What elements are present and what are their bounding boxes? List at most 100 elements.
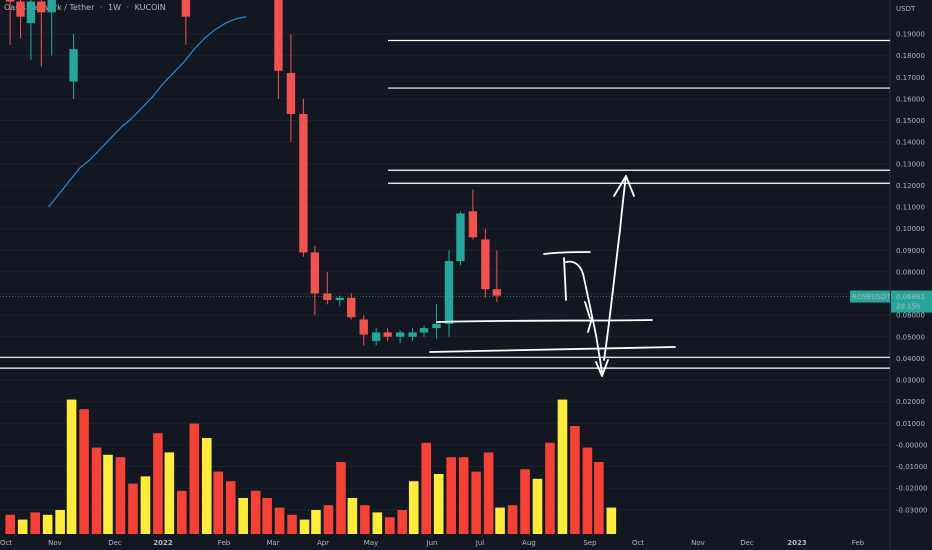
volume-bar	[274, 507, 285, 534]
time-tick-label: Sep	[583, 539, 597, 547]
candle-up	[69, 34, 78, 99]
volume-bar	[299, 519, 310, 534]
candle-down	[5, 0, 15, 45]
time-tick-label: Jul	[475, 539, 485, 547]
price-tick-label: 0.11000	[896, 204, 925, 212]
candle-up	[395, 330, 405, 344]
price-tick-label: 0.10000	[896, 225, 925, 233]
volume-bar	[483, 452, 494, 534]
price-tick-label: 0.18000	[896, 52, 925, 60]
drawing-stroke[interactable]	[584, 301, 593, 333]
price-tick-label: 0.13000	[896, 160, 925, 168]
candle-down	[274, 0, 283, 99]
candle-up	[444, 250, 454, 337]
volume-bar	[408, 481, 419, 534]
time-tick-label: 2022	[153, 539, 173, 547]
volume-bar	[140, 476, 151, 534]
volume-bar	[238, 498, 248, 534]
volume-bar	[225, 481, 236, 534]
candle-down	[37, 0, 46, 67]
candle-up	[456, 211, 465, 266]
ticker-badge	[850, 290, 890, 303]
volume-bar	[385, 517, 395, 534]
volume-bar	[433, 474, 444, 534]
volume-bar	[545, 442, 555, 534]
price-tick-label: 0.09000	[896, 247, 925, 255]
candle-body	[383, 332, 392, 337]
volume-bar	[594, 462, 604, 534]
candle-down	[181, 0, 191, 45]
price-tick-label: 0.03000	[896, 377, 925, 385]
price-tick-label: 0.16000	[896, 95, 925, 103]
candle-body	[481, 239, 490, 290]
volume-bar	[557, 399, 568, 534]
price-tick-label: 0.14000	[896, 139, 925, 147]
volume-bar	[471, 471, 481, 534]
volume-bar	[347, 498, 358, 534]
candle-body	[468, 211, 478, 238]
volume-bar	[421, 442, 432, 534]
volume-bar	[520, 469, 530, 534]
candle-body	[299, 114, 308, 253]
candle-up	[47, 0, 56, 56]
price-tick-label: 0.17000	[896, 74, 925, 82]
volume-bars	[5, 399, 617, 534]
candle-down	[16, 0, 25, 39]
time-tick-label: Nov	[48, 539, 62, 547]
candle-up	[408, 328, 417, 342]
price-tick-label: 0.05000	[896, 333, 925, 341]
candle-down	[383, 328, 392, 342]
price-tick-label: -0.01000	[896, 463, 927, 471]
price-badge	[891, 290, 932, 313]
candle-down	[492, 250, 502, 303]
drawing-stroke[interactable]	[563, 257, 567, 301]
axis-currency-label: USDT	[896, 5, 916, 13]
candle-down	[286, 34, 296, 143]
price-tick-label: -0.03000	[896, 506, 927, 514]
volume-bar	[128, 483, 138, 534]
candle-body	[16, 1, 25, 17]
candle-up	[26, 0, 36, 60]
interval-label[interactable]: 1W	[108, 3, 121, 12]
volume-bar	[606, 507, 617, 534]
drawing-stroke[interactable]	[436, 319, 653, 323]
drawing-stroke[interactable]	[613, 175, 635, 197]
candle-body	[492, 289, 502, 296]
volume-bar	[42, 514, 53, 534]
price-tick-label: 0.15000	[896, 117, 925, 125]
candle-down	[468, 189, 478, 240]
drawing-stroke[interactable]	[595, 359, 609, 377]
candle-down	[310, 245, 320, 316]
price-axis: USDT 0.19000 0.18000 0.17000 0.16000 0.15000 0…	[896, 5, 927, 514]
volume-bar	[189, 423, 200, 534]
volume-bar	[115, 457, 126, 534]
volume-bar	[287, 514, 297, 534]
volume-bar	[507, 505, 518, 534]
volume-bar	[164, 452, 175, 534]
time-tick-label: Nov	[691, 539, 705, 547]
grid	[0, 33, 890, 511]
volume-bar	[250, 490, 261, 534]
volume-bar	[17, 519, 28, 534]
volume-bar	[177, 490, 187, 534]
drawing-stroke[interactable]	[543, 251, 591, 255]
volume-bar	[495, 507, 505, 534]
drawing-stroke[interactable]	[429, 346, 676, 353]
volume-bar	[336, 462, 346, 534]
price-badge-value: 0.06861	[896, 293, 925, 301]
candle-body	[347, 297, 356, 318]
volume-bar	[91, 447, 102, 534]
price-tick-label: 0.02000	[896, 398, 925, 406]
volume-bar	[360, 505, 370, 534]
candle-body	[69, 49, 78, 82]
drawing-stroke[interactable]	[603, 175, 627, 361]
candle-down	[299, 98, 308, 257]
candle-body	[37, 1, 46, 13]
moving-average-line	[48, 16, 247, 208]
candle-body	[359, 319, 368, 335]
drawing-stroke[interactable]	[565, 260, 603, 373]
candle-body	[47, 0, 56, 13]
price-tick-label: 0.04000	[896, 355, 925, 363]
